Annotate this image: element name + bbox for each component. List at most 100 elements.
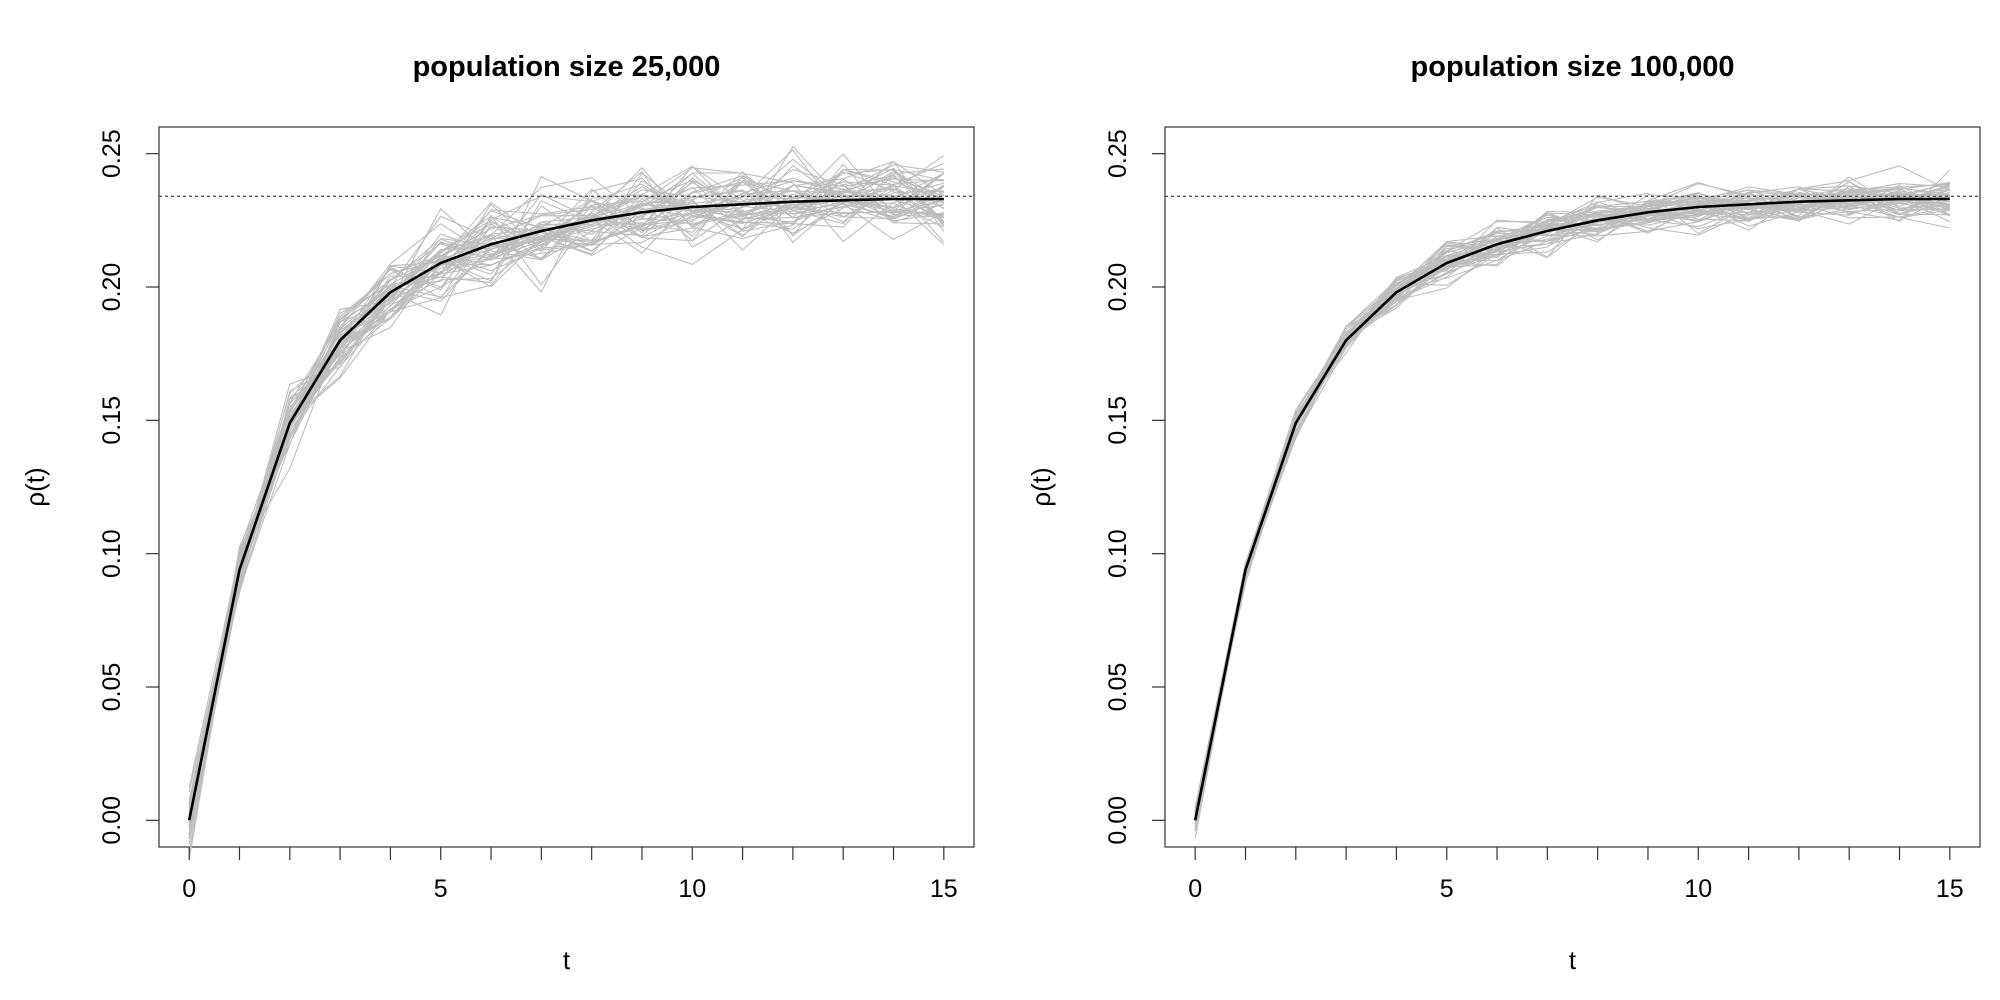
- plot-frame: [158, 126, 975, 848]
- simulation-run-line: [188, 179, 945, 818]
- simulation-run-line: [1194, 192, 1951, 809]
- simulation-run-line: [188, 177, 945, 821]
- simulation-run-line: [1194, 169, 1951, 830]
- simulation-runs: [1194, 165, 1951, 839]
- simulation-run-line: [1194, 165, 1951, 821]
- x-tick-label: 0: [182, 875, 196, 903]
- x-tick-label: 5: [434, 875, 448, 903]
- simulation-run-line: [1194, 181, 1950, 827]
- simulation-run-line: [188, 177, 944, 811]
- simulation-run-line: [1194, 185, 1950, 827]
- simulation-run-line: [188, 153, 945, 824]
- simulation-run-line: [1194, 192, 1951, 813]
- x-tick-label: 15: [930, 875, 958, 903]
- simulation-run-line: [188, 172, 945, 822]
- simulation-run-line: [188, 180, 944, 808]
- simulation-run-line: [188, 165, 945, 815]
- simulation-run-line: [1194, 198, 1950, 818]
- simulation-run-line: [1194, 189, 1950, 815]
- simulation-run-line: [1194, 184, 1950, 824]
- simulation-run-line: [1194, 182, 1950, 816]
- y-axis-title: ρ(t): [1026, 467, 1056, 506]
- chart-panel-large-population: 0 5 10 15 0.00 0.05 0.10 0.15 0.20 0.25 populati…: [1026, 51, 1981, 975]
- simulation-run-line: [188, 179, 944, 834]
- simulation-run-line: [188, 164, 944, 804]
- simulation-run-line: [188, 155, 945, 813]
- simulation-run-line: [1194, 187, 1951, 814]
- simulation-run-line: [1194, 201, 1950, 817]
- simulation-run-line: [188, 188, 944, 836]
- simulation-run-line: [188, 203, 944, 839]
- simulation-run-line: [1194, 182, 1950, 812]
- y-tick-label: 0.15: [1104, 396, 1132, 445]
- simulation-run-line: [1194, 197, 1950, 828]
- y-tick-label: 0.25: [1104, 129, 1132, 178]
- simulation-run-line: [1194, 189, 1950, 808]
- plot-frame: [1164, 126, 1981, 848]
- simulation-run-line: [188, 168, 945, 816]
- simulation-run-line: [188, 149, 944, 834]
- y-tick-label: 0.00: [98, 796, 126, 845]
- simulation-run-line: [1194, 187, 1950, 839]
- simulation-run-line: [188, 175, 944, 840]
- simulation-run-line: [188, 168, 944, 828]
- simulation-run-line: [1194, 191, 1950, 817]
- simulation-run-line: [1194, 186, 1950, 826]
- y-tick-label: 0.10: [98, 529, 126, 578]
- y-axis: 0.00 0.05 0.10 0.15 0.20 0.25: [1104, 129, 1165, 845]
- simulation-run-line: [1194, 185, 1950, 816]
- simulation-run-line: [1194, 194, 1950, 822]
- simulation-run-line: [188, 178, 944, 829]
- simulation-run-line: [1194, 190, 1950, 820]
- simulation-run-line: [1194, 193, 1950, 808]
- simulation-run-line: [188, 172, 945, 812]
- simulation-run-line: [1194, 186, 1950, 815]
- simulation-run-line: [188, 180, 944, 817]
- simulation-run-line: [1194, 191, 1950, 821]
- simulation-run-line: [1194, 189, 1950, 825]
- simulation-run-line: [188, 181, 945, 825]
- simulation-run-line: [188, 171, 945, 839]
- x-axis-title: t: [563, 945, 571, 975]
- simulation-run-line: [1194, 203, 1950, 808]
- simulation-run-line: [188, 158, 944, 823]
- simulation-run-line: [1194, 189, 1950, 808]
- simulation-run-line: [188, 167, 944, 838]
- simulation-run-line: [1194, 196, 1950, 830]
- simulation-run-line: [188, 173, 945, 807]
- simulation-run-line: [1194, 181, 1950, 813]
- simulation-run-line: [1194, 188, 1950, 831]
- chart-panel-small-population: 0 5 10 15 0.00 0.05 0.10 0.15 0.20 0.25 populati…: [20, 51, 975, 975]
- simulation-run-line: [1194, 176, 1950, 832]
- y-tick-label: 0.00: [1104, 796, 1132, 845]
- y-tick-label: 0.20: [98, 263, 126, 312]
- simulation-run-line: [188, 175, 944, 821]
- x-axis: 0 5 10 15: [1188, 847, 1964, 903]
- simulation-run-line: [1194, 196, 1950, 823]
- simulation-run-line: [188, 180, 944, 804]
- simulation-run-line: [188, 167, 945, 835]
- simulation-run-line: [188, 184, 945, 827]
- simulation-run-line: [1194, 187, 1950, 823]
- simulation-run-line: [188, 172, 945, 827]
- simulation-run-line: [1194, 192, 1951, 810]
- simulation-run-line: [188, 145, 945, 845]
- simulation-run-line: [188, 190, 944, 827]
- simulation-run-line: [1194, 184, 1950, 811]
- simulation-run-line: [188, 178, 944, 824]
- y-tick-label: 0.20: [1104, 263, 1132, 312]
- y-tick-label: 0.15: [98, 396, 126, 445]
- x-tick-label: 0: [1188, 875, 1202, 903]
- simulation-run-line: [1194, 188, 1950, 832]
- simulation-run-line: [188, 168, 944, 815]
- simulation-run-line: [1194, 181, 1951, 814]
- y-axis: 0.00 0.05 0.10 0.15 0.20 0.25: [98, 129, 159, 845]
- mean-series-line: [1193, 197, 1950, 821]
- simulation-run-line: [1194, 184, 1951, 826]
- y-tick-label: 0.25: [98, 129, 126, 178]
- simulation-run-line: [1194, 188, 1950, 812]
- simulation-run-line: [188, 172, 945, 833]
- simulation-run-line: [1194, 184, 1950, 822]
- simulation-run-line: [188, 186, 945, 788]
